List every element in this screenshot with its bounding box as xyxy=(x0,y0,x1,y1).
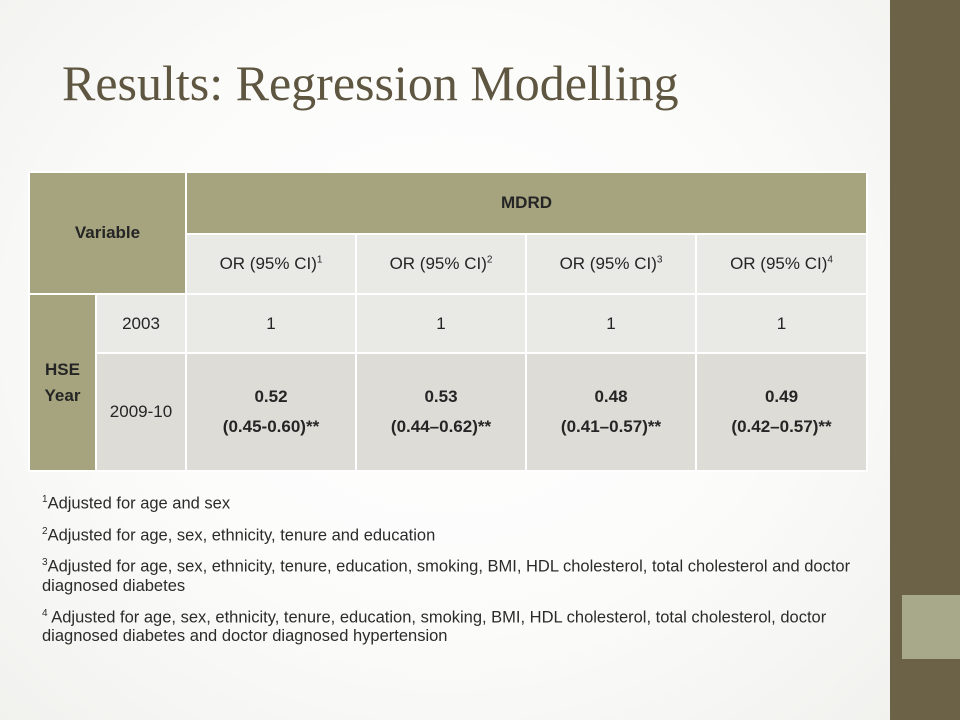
value-cell: 0.48 (0.41–0.57)** xyxy=(525,352,697,472)
footnote-1: 1Adjusted for age and sex xyxy=(42,494,231,513)
table-row: HSE Year 2003 1 1 1 1 xyxy=(28,293,868,472)
table-row: 2009-10 0.52 (0.45-0.60)** 0.53 (0.44–0.62… xyxy=(29,352,868,472)
value-cell: 1 xyxy=(525,293,697,354)
footnotes: 1Adjusted for age and sex 2Adjusted for … xyxy=(42,490,872,654)
column-header-3: OR (95% CI)3 xyxy=(525,233,697,295)
column-header-1: OR (95% CI)1 xyxy=(185,233,357,295)
year-cell: 2003 xyxy=(95,293,187,354)
column-header-2: OR (95% CI)2 xyxy=(355,233,527,295)
column-header-4: OR (95% CI)4 xyxy=(695,233,868,295)
mdrd-group-header: MDRD xyxy=(185,171,868,235)
value-cell: 0.52 (0.45-0.60)** xyxy=(185,352,357,472)
footnote-4: 4 Adjusted for age, sex, ethnicity, tenu… xyxy=(42,607,827,646)
value-cell: 1 xyxy=(185,293,357,354)
value-cell: 1 xyxy=(355,293,527,354)
value-cell: 0.53 (0.44–0.62)** xyxy=(355,352,527,472)
slide-title: Results: Regression Modelling xyxy=(62,55,679,111)
footnote-3: 3Adjusted for age, sex, ethnicity, tenur… xyxy=(42,557,851,595)
hse-year-row-header: HSE Year xyxy=(28,293,97,472)
sidebar-accent-block xyxy=(902,595,960,659)
year-cell: 2009-10 xyxy=(95,352,187,472)
variable-header: Variable xyxy=(28,171,187,295)
regression-table: Variable MDRD OR (95% CI)1 OR (95% CI)2 … xyxy=(28,171,868,472)
footnote-2: 2Adjusted for age, sex, ethnicity, tenur… xyxy=(42,525,436,545)
value-cell: 0.49 (0.42–0.57)** xyxy=(695,352,868,472)
value-cell: 1 xyxy=(695,293,868,354)
